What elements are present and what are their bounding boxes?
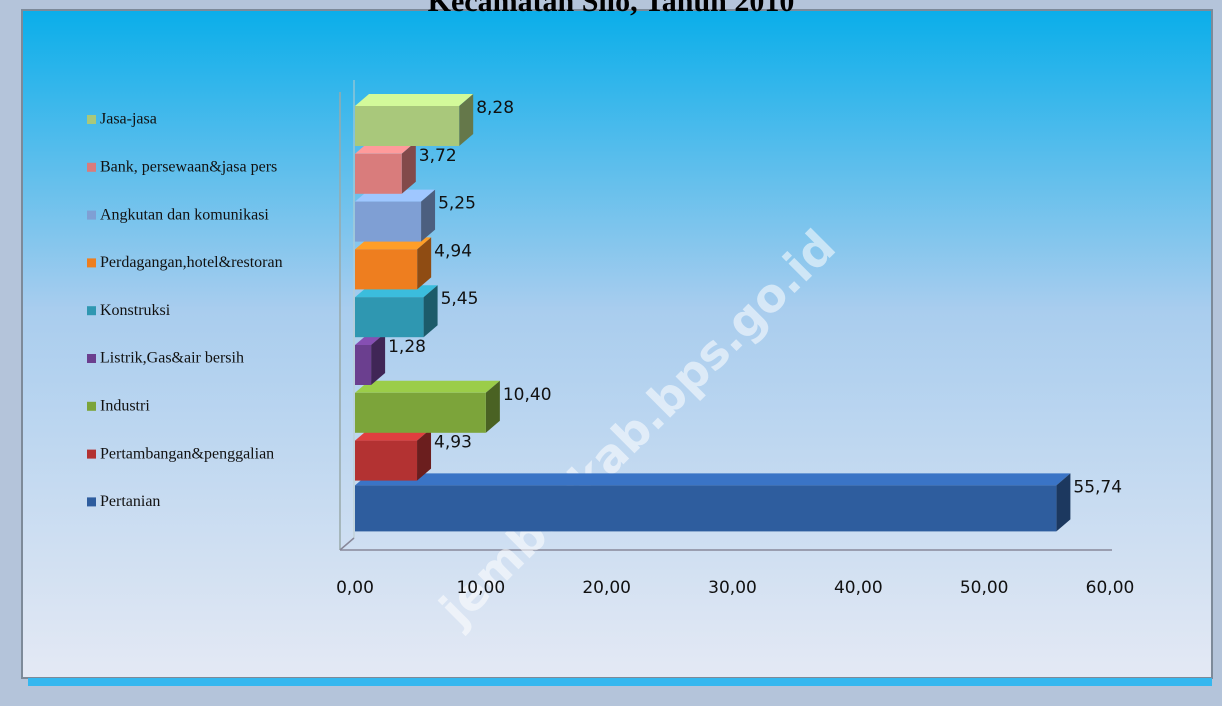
value-label: 3,72 [419,146,457,166]
legend-label: Bank, persewaan&jasa pers [100,158,277,175]
value-label: 4,93 [434,433,472,453]
bar-side [421,189,436,242]
floor-edge [339,537,355,551]
bar [355,473,1071,532]
value-label: 1,28 [388,337,426,357]
bar-front [355,201,422,242]
x-tick-label: 30,00 [708,578,757,598]
frame-shadow [28,678,1212,686]
bar [355,189,436,242]
bar-top [355,380,500,393]
bar-top [355,473,1071,486]
legend-swatch [87,401,96,411]
x-tick-label: 60,00 [1086,578,1135,598]
bar-front [355,153,402,194]
bar-side [371,333,386,385]
bar [355,237,432,290]
legend-swatch [87,210,96,220]
bar-side [423,285,438,338]
bar-front [355,249,418,290]
legend-swatch [87,306,96,316]
legend-swatch [87,354,96,363]
bar-side [459,94,474,146]
bar-front [355,106,460,146]
bar [355,285,438,338]
value-label: 10,40 [503,385,552,405]
x-tick-label: 0,00 [336,578,374,598]
bar-front [355,297,424,338]
value-label: 5,45 [441,289,479,309]
bar [355,94,474,146]
bar-side [417,428,432,481]
bar-side [1056,473,1071,532]
bar-top [355,94,474,106]
bar-front [355,485,1057,532]
legend-swatch [87,115,96,124]
legend-swatch [87,497,96,507]
bar-front [355,392,486,433]
legend-swatch [87,162,96,172]
legend-label: Pertambangan&penggalian [100,445,274,462]
x-tick-label: 50,00 [960,578,1009,598]
chart-frame [21,9,1213,679]
legend-label: Listrik,Gas&air bersih [100,350,244,367]
bar-side [485,380,500,433]
bar [355,428,432,481]
legend-swatch [87,258,96,268]
legend-label: Angkutan dan komunikasi [100,206,269,223]
legend-swatch [87,449,96,459]
bar-side [417,237,432,290]
legend-label: Pertanian [100,493,160,510]
legend-label: Perdagangan,hotel&restoran [100,254,283,271]
legend-label: Industri [100,397,150,414]
x-tick-label: 20,00 [582,578,631,598]
value-label: 55,74 [1073,477,1122,497]
chart-title: Kecamatan Silo, Tahun 2010 [428,0,795,18]
value-label: 8,28 [476,98,514,118]
bar [355,380,500,433]
legend-label: Jasa-jasa [100,111,157,128]
value-label: 4,94 [434,241,472,261]
bar-front [355,345,372,385]
x-tick-label: 40,00 [834,578,883,598]
value-label: 5,25 [438,194,476,214]
legend-label: Konstruksi [100,302,171,319]
x-tick-label: 10,00 [456,578,505,598]
bar [355,141,416,194]
bar-side [401,141,416,194]
bar-front [355,440,418,481]
